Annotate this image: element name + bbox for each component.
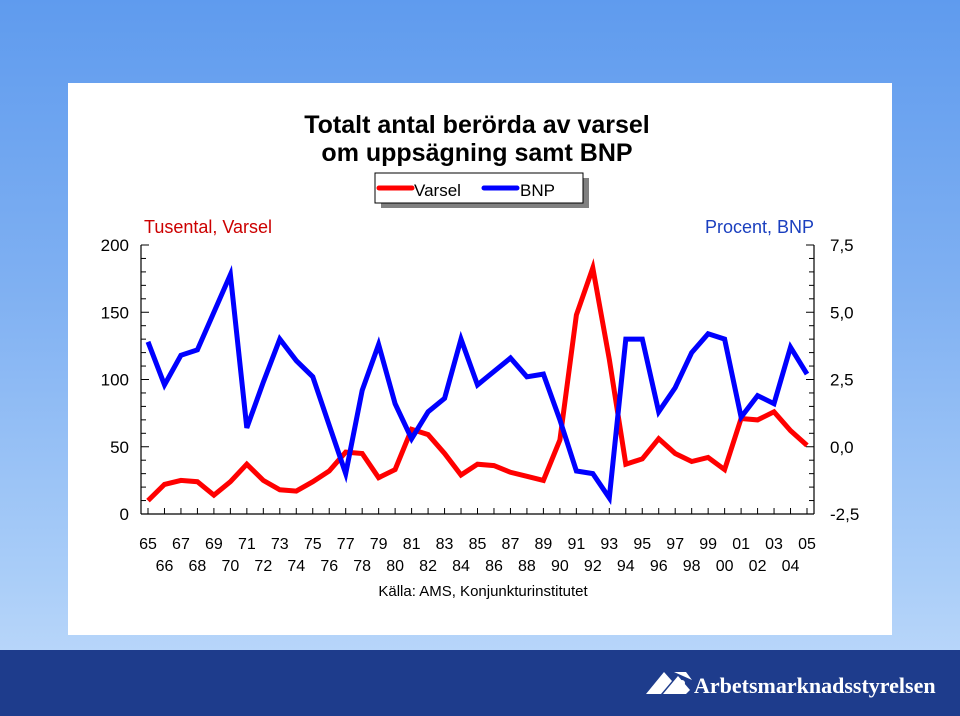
x-tick-label: 91	[567, 536, 585, 553]
x-tick-label: 75	[304, 536, 322, 553]
x-tick-label: 80	[386, 558, 404, 575]
x-tick-label: 95	[633, 536, 651, 553]
axes	[140, 244, 815, 515]
footer-band	[0, 650, 960, 716]
x-tick-label: 68	[189, 558, 207, 575]
x-tick-label: 04	[782, 558, 800, 575]
x-tick-label: 99	[699, 536, 717, 553]
x-tick-label: 78	[353, 558, 371, 575]
logo-text: Arbetsmarknadsstyrelsen	[694, 673, 936, 698]
x-tick-label: 82	[419, 558, 437, 575]
source-note: Källa: AMS, Konjunkturinstitutet	[378, 583, 588, 600]
x-tick-label: 88	[518, 558, 536, 575]
x-tick-label: 84	[452, 558, 470, 575]
x-tick-labels: 65 67 69 71 73 75 77 79 81 83 85 87 89 91 93 95 97 99 01 03…	[139, 536, 816, 575]
x-tick-label: 86	[485, 558, 503, 575]
right-tick-label: 7,5	[830, 236, 854, 255]
series-line-varsel	[146, 258, 809, 503]
left-tick-label: 0	[120, 505, 129, 524]
x-tick-label: 69	[205, 536, 223, 553]
x-tick-label: 98	[683, 558, 701, 575]
x-tick-label: 83	[436, 536, 454, 553]
x-tick-label: 70	[221, 558, 239, 575]
x-tick-label: 71	[238, 536, 256, 553]
chart-title-line-2: om uppsägning samt BNP	[321, 139, 632, 167]
x-tick-label: 67	[172, 536, 190, 553]
x-tick-label: 66	[156, 558, 174, 575]
left-axis-label: Tusental, Varsel	[144, 217, 272, 237]
left-tick-label: 50	[110, 438, 129, 457]
x-tick-label: 00	[716, 558, 734, 575]
x-tick-label: 92	[584, 558, 602, 575]
series-line-bnp	[145, 264, 810, 505]
x-tick-label: 01	[732, 536, 750, 553]
legend-label-varsel: Varsel	[414, 181, 461, 200]
x-tick-label: 94	[617, 558, 635, 575]
x-tick-label: 77	[337, 536, 355, 553]
x-tick-label: 05	[798, 536, 816, 553]
x-tick-label: 72	[254, 558, 272, 575]
left-tick-label: 100	[101, 371, 129, 390]
right-tick-labels: -2,5 0,0 2,5 5,0 7,5	[830, 236, 859, 524]
x-tick-label: 65	[139, 536, 157, 553]
x-tick-label: 87	[502, 536, 520, 553]
x-tick-label: 74	[287, 558, 305, 575]
left-tick-label: 150	[101, 303, 129, 322]
right-axis-label: Procent, BNP	[705, 217, 814, 237]
right-tick-label: 2,5	[830, 371, 854, 390]
x-tick-label: 79	[370, 536, 388, 553]
x-tick-label: 96	[650, 558, 668, 575]
logo: Arbetsmarknadsstyrelsen	[646, 672, 936, 698]
left-tick-label: 200	[101, 236, 129, 255]
x-tick-label: 93	[600, 536, 618, 553]
legend: Varsel BNP	[374, 172, 589, 208]
right-tick-label: -2,5	[830, 505, 859, 524]
x-tick-label: 97	[666, 536, 684, 553]
right-tick-label: 5,0	[830, 303, 854, 322]
right-tick-label: 0,0	[830, 438, 854, 457]
x-tick-label: 76	[320, 558, 338, 575]
x-tick-label: 85	[469, 536, 487, 553]
x-tick-label: 03	[765, 536, 783, 553]
left-tick-labels: 0 50 100 150 200	[101, 236, 129, 524]
x-tick-label: 90	[551, 558, 569, 575]
chart-title-line-1: Totalt antal berörda av varsel	[304, 111, 650, 139]
x-tick-label: 02	[749, 558, 767, 575]
logo-mark-icon	[646, 672, 692, 694]
x-tick-label: 81	[403, 536, 421, 553]
x-tick-label: 89	[535, 536, 553, 553]
legend-label-bnp: BNP	[520, 181, 555, 200]
x-tick-label: 73	[271, 536, 289, 553]
